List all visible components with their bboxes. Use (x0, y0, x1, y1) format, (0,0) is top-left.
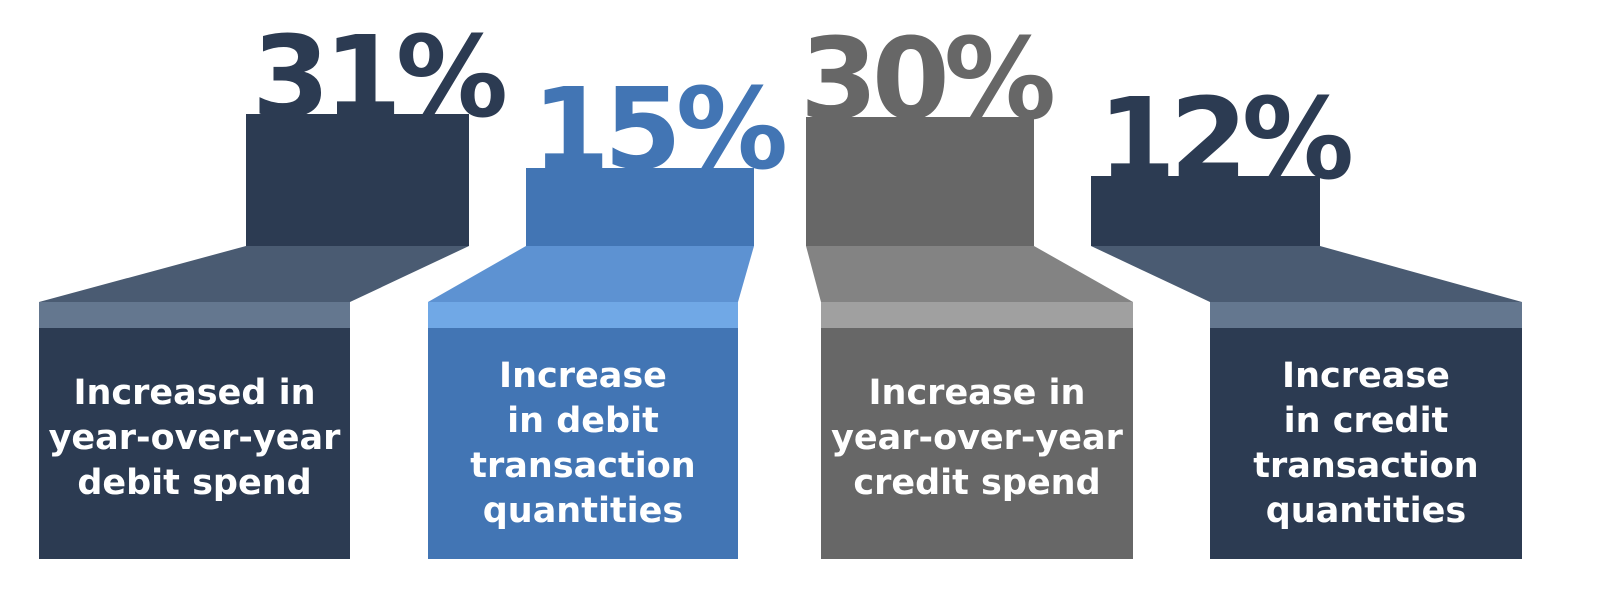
stat-2-description: Increase in debit transaction quantities (428, 328, 738, 559)
stat-2-percent: 15% (532, 65, 788, 195)
stat-4-shape (1091, 176, 1522, 559)
stat-1-shape (39, 114, 469, 559)
stat-3-text: Increase in year-over-year credit spend (831, 373, 1123, 503)
stat-1-description: Increased in year-over-year debit spend (39, 328, 350, 559)
stat-3-description: Increase in year-over-year credit spend (821, 328, 1133, 559)
stat-4-description: Increase in credit transaction quantitie… (1210, 328, 1522, 559)
stat-4-text: Increase in credit transaction quantitie… (1253, 355, 1479, 531)
stat-2-shape (428, 168, 754, 559)
stat-2-text: Increase in debit transaction quantities (470, 355, 696, 531)
stat-1-text: Increased in year-over-year debit spend (48, 373, 341, 503)
stat-3-shape (806, 117, 1133, 559)
